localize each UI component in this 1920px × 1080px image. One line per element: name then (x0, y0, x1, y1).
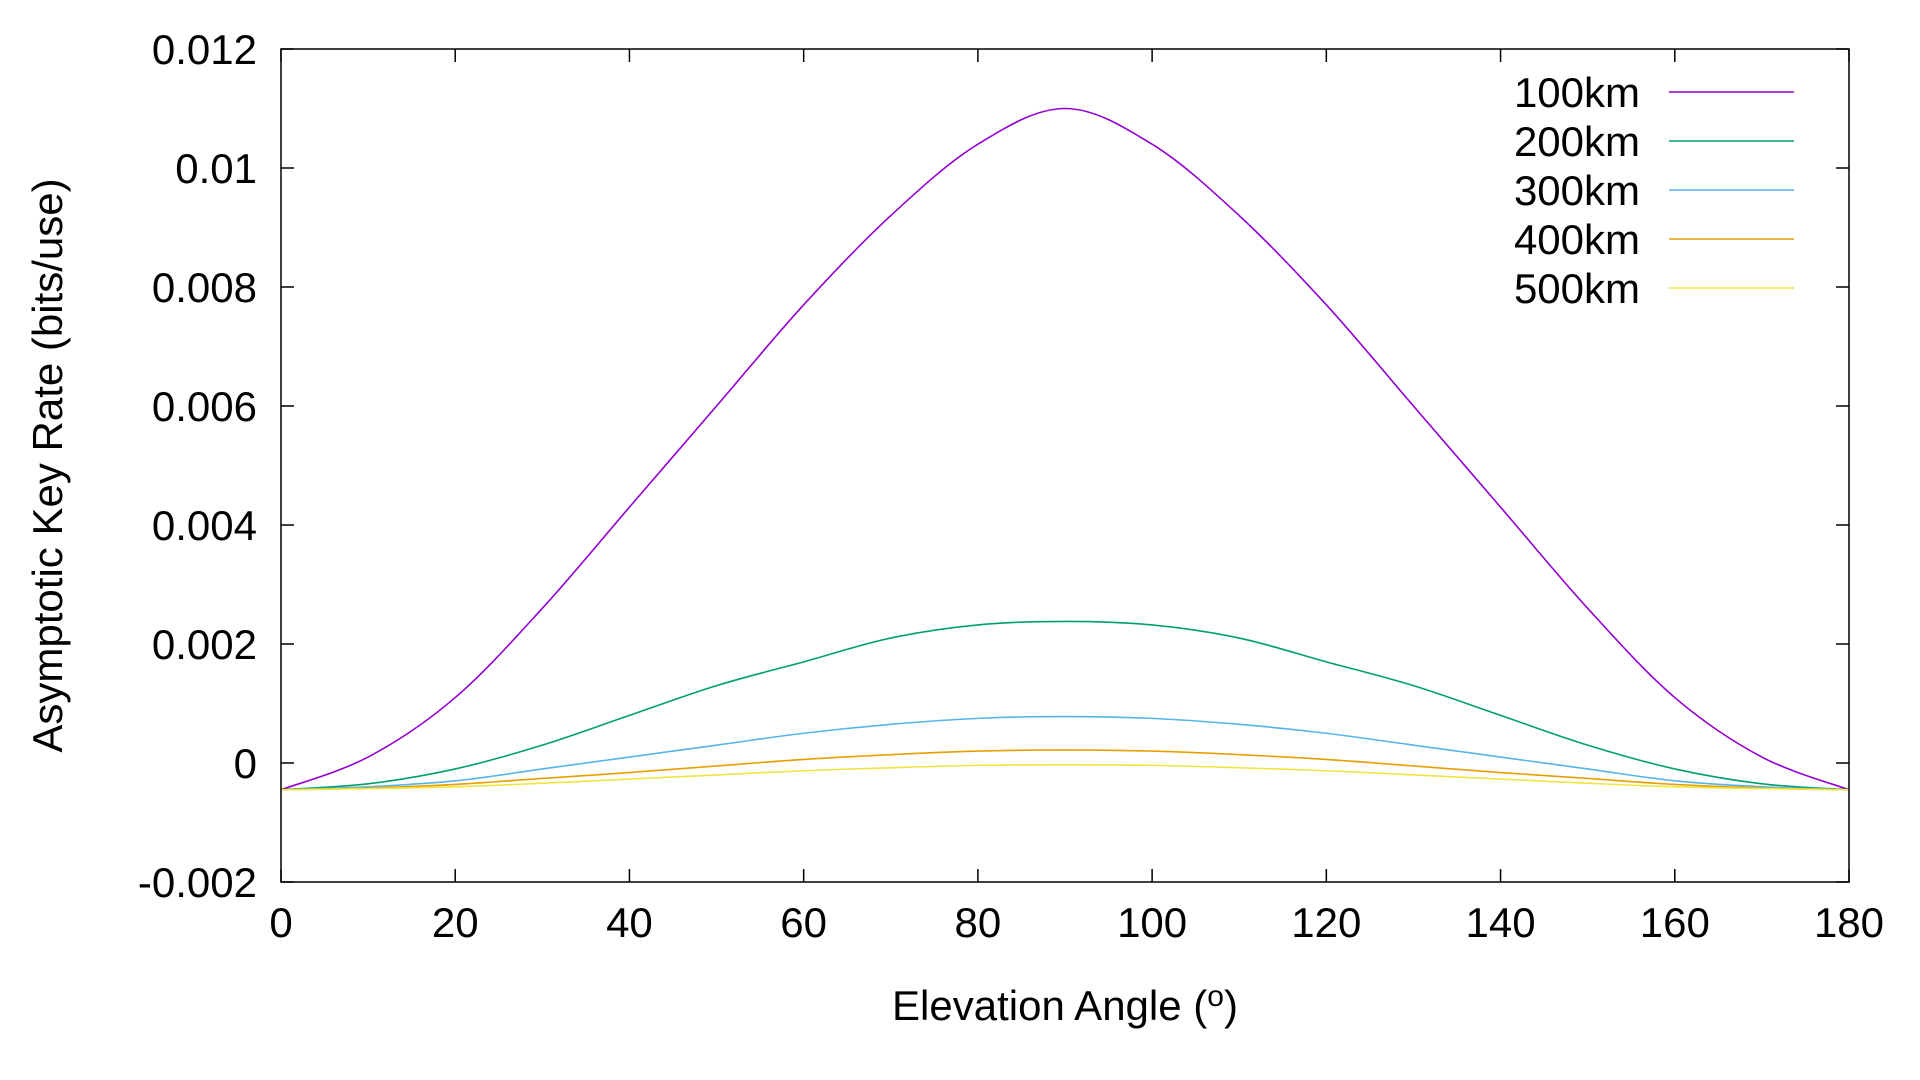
series-line-500km (280, 763, 1850, 791)
legend-label-300km: 300km (1514, 167, 1640, 214)
y-tick-label: 0.008 (152, 264, 257, 311)
x-tick-label: 60 (780, 899, 827, 946)
x-tick-label: 180 (1814, 899, 1884, 946)
x-axis-title-suffix: ) (1224, 982, 1238, 1029)
x-axis-title-superscript: o (1207, 980, 1224, 1013)
x-tick-label: 0 (269, 899, 292, 946)
x-tick-label: 100 (1117, 899, 1187, 946)
x-axis-title: Elevation Angle (o) (892, 980, 1238, 1029)
tick-labels: 0 20 40 60 80 100 120 140 160 180 -0.002 0 0.002 0.00… (138, 26, 1884, 946)
plot-frame (280, 48, 1850, 883)
legend-label-400km: 400km (1514, 216, 1640, 263)
x-tick-label: 160 (1640, 899, 1710, 946)
y-tick-label: 0.01 (175, 145, 257, 192)
legend-label-500km: 500km (1514, 265, 1640, 312)
x-tick-label: 20 (432, 899, 479, 946)
axis-ticks (280, 48, 1850, 883)
series-line-100km (280, 107, 1850, 791)
y-tick-label: 0.004 (152, 502, 257, 549)
y-tick-label: 0.002 (152, 621, 257, 668)
series-lines (280, 107, 1850, 791)
series-line-200km (280, 620, 1850, 791)
y-tick-label: 0.012 (152, 26, 257, 73)
legend-label-100km: 100km (1514, 69, 1640, 116)
series-line-400km (280, 749, 1850, 791)
series-line-300km (280, 715, 1850, 791)
x-tick-label: 40 (606, 899, 653, 946)
y-tick-label: -0.002 (138, 859, 257, 906)
x-tick-label: 120 (1291, 899, 1361, 946)
y-axis-title: Asymptotic Key Rate (bits/use) (24, 178, 71, 752)
legend-label-200km: 200km (1514, 118, 1640, 165)
x-axis-title-text: Elevation Angle ( (892, 982, 1207, 1029)
x-tick-label: 140 (1466, 899, 1536, 946)
x-tick-label: 80 (955, 899, 1002, 946)
y-tick-label: 0 (234, 740, 257, 787)
y-tick-label: 0.006 (152, 383, 257, 430)
